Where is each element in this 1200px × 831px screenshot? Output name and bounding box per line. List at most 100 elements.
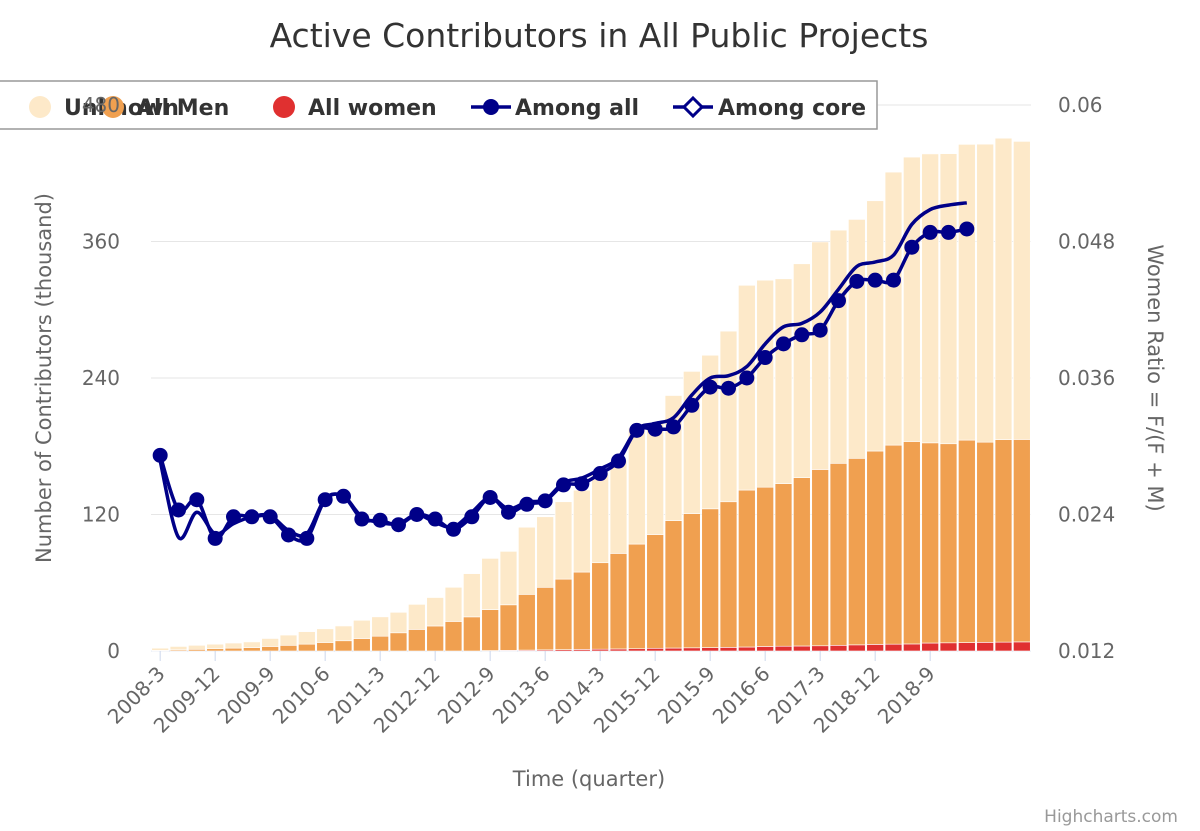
marker-among-all [189, 492, 205, 508]
bar-all-men [334, 640, 353, 652]
bar-all-men [921, 442, 939, 644]
y2-axis-title: Women Ratio = F/(F + M) [1143, 244, 1167, 511]
bar-all-women [701, 647, 719, 652]
bar-unknown [224, 642, 243, 649]
marker-among-all [611, 453, 626, 469]
bar-all-men [664, 520, 683, 649]
bar-all-men [884, 444, 903, 645]
bar-unknown [298, 631, 316, 645]
bar-all-men [573, 571, 591, 650]
bar-all-men [958, 439, 976, 643]
legend-label-among-core[interactable]: Among core [718, 96, 866, 121]
bar-unknown [939, 153, 958, 445]
bar-unknown [188, 645, 206, 650]
legend-label-all-women[interactable]: All women [308, 96, 437, 121]
legend-label-all-men[interactable]: All Men [137, 96, 229, 121]
bar-all-women [683, 647, 701, 652]
bar-unknown [389, 612, 408, 634]
bar-unknown [848, 219, 866, 459]
bar-unknown [334, 625, 353, 642]
bar-all-women [958, 642, 976, 652]
y2-tick-label: 0.012 [1058, 639, 1115, 663]
bar-all-women [628, 648, 646, 652]
bar-unknown [811, 241, 829, 470]
bar-all-men [756, 486, 774, 647]
marker-among-all [867, 272, 883, 288]
legend-symbol-unknown [29, 96, 51, 118]
bar-unknown [573, 489, 591, 573]
bars [151, 137, 1031, 652]
bar-all-men [609, 553, 628, 650]
gridlines [151, 104, 1031, 652]
bar-unknown [169, 646, 188, 651]
bar-unknown [316, 628, 334, 643]
legend-label-among-all[interactable]: Among all [515, 96, 639, 121]
legend-symbol-among-core [681, 95, 705, 119]
bar-all-women [646, 647, 664, 652]
bar-all-men [976, 441, 994, 643]
bar-all-men [793, 477, 811, 647]
bar-all-men [719, 501, 738, 648]
marker-among-all [904, 239, 920, 255]
bar-unknown [646, 422, 664, 535]
bar-all-men [848, 458, 866, 646]
legend-symbol-among-all [483, 99, 499, 115]
y-axis-right-ticks: 0.012 0.024 0.036 0.048 0.06 [1058, 93, 1115, 663]
bar-unknown [206, 643, 224, 650]
bar-unknown [151, 647, 169, 651]
bar-unknown [793, 263, 811, 478]
y2-tick-label: 0.024 [1058, 503, 1115, 527]
marker-among-all [666, 419, 681, 435]
bar-all-women [719, 647, 738, 652]
credits[interactable]: Highcharts.com [1044, 807, 1178, 827]
bar-all-men [518, 594, 536, 651]
bar-unknown [958, 144, 976, 441]
y-tick-label-top: 480 [82, 93, 120, 117]
legend-symbol-all-men [102, 96, 124, 118]
bar-all-men [1013, 439, 1031, 643]
y-tick-label: 120 [82, 503, 120, 527]
line-among-core [158, 201, 968, 541]
bar-all-men [939, 443, 958, 644]
bar-all-men [444, 621, 463, 652]
y-axis-title: Number of Contributors (thousand) [32, 193, 56, 563]
bar-all-men [389, 632, 408, 652]
bar-all-men [738, 489, 756, 648]
bar-unknown [499, 551, 518, 606]
bar-unknown [518, 526, 536, 595]
y-tick-label: 0 [107, 639, 120, 663]
bar-all-men [371, 635, 389, 652]
legend-box [0, 80, 878, 130]
bar-unknown [903, 156, 921, 442]
marker-among-all [464, 509, 480, 525]
bar-unknown [261, 638, 279, 647]
y-tick-label: 360 [82, 230, 120, 254]
marker-among-all [794, 327, 810, 343]
bar-unknown [554, 501, 573, 580]
bar-unknown [408, 604, 426, 630]
bar-all-men [536, 586, 554, 651]
bar-unknown [426, 597, 444, 627]
bar-all-women [976, 642, 994, 652]
bar-all-men [261, 646, 279, 652]
bar-all-men [206, 648, 224, 652]
bar-unknown [719, 330, 738, 503]
bar-unknown [353, 619, 371, 639]
bar-unknown [463, 573, 481, 618]
bar-unknown [976, 143, 994, 443]
bar-unknown [884, 171, 903, 446]
marker-among-all [812, 322, 828, 338]
bar-all-men [481, 609, 499, 651]
bar-all-men [463, 616, 481, 652]
bar-all-women [921, 642, 939, 652]
marker-among-all [171, 502, 186, 518]
bar-unknown [866, 200, 884, 452]
bar-all-women [738, 646, 756, 652]
marker-among-all [152, 447, 168, 463]
bar-unknown [536, 516, 554, 588]
bar-all-women [1013, 641, 1031, 652]
bar-all-women [939, 642, 958, 652]
x-axis-title: Time (quarter) [512, 767, 665, 791]
bar-all-women [884, 643, 903, 652]
marker-among-all [886, 272, 901, 288]
